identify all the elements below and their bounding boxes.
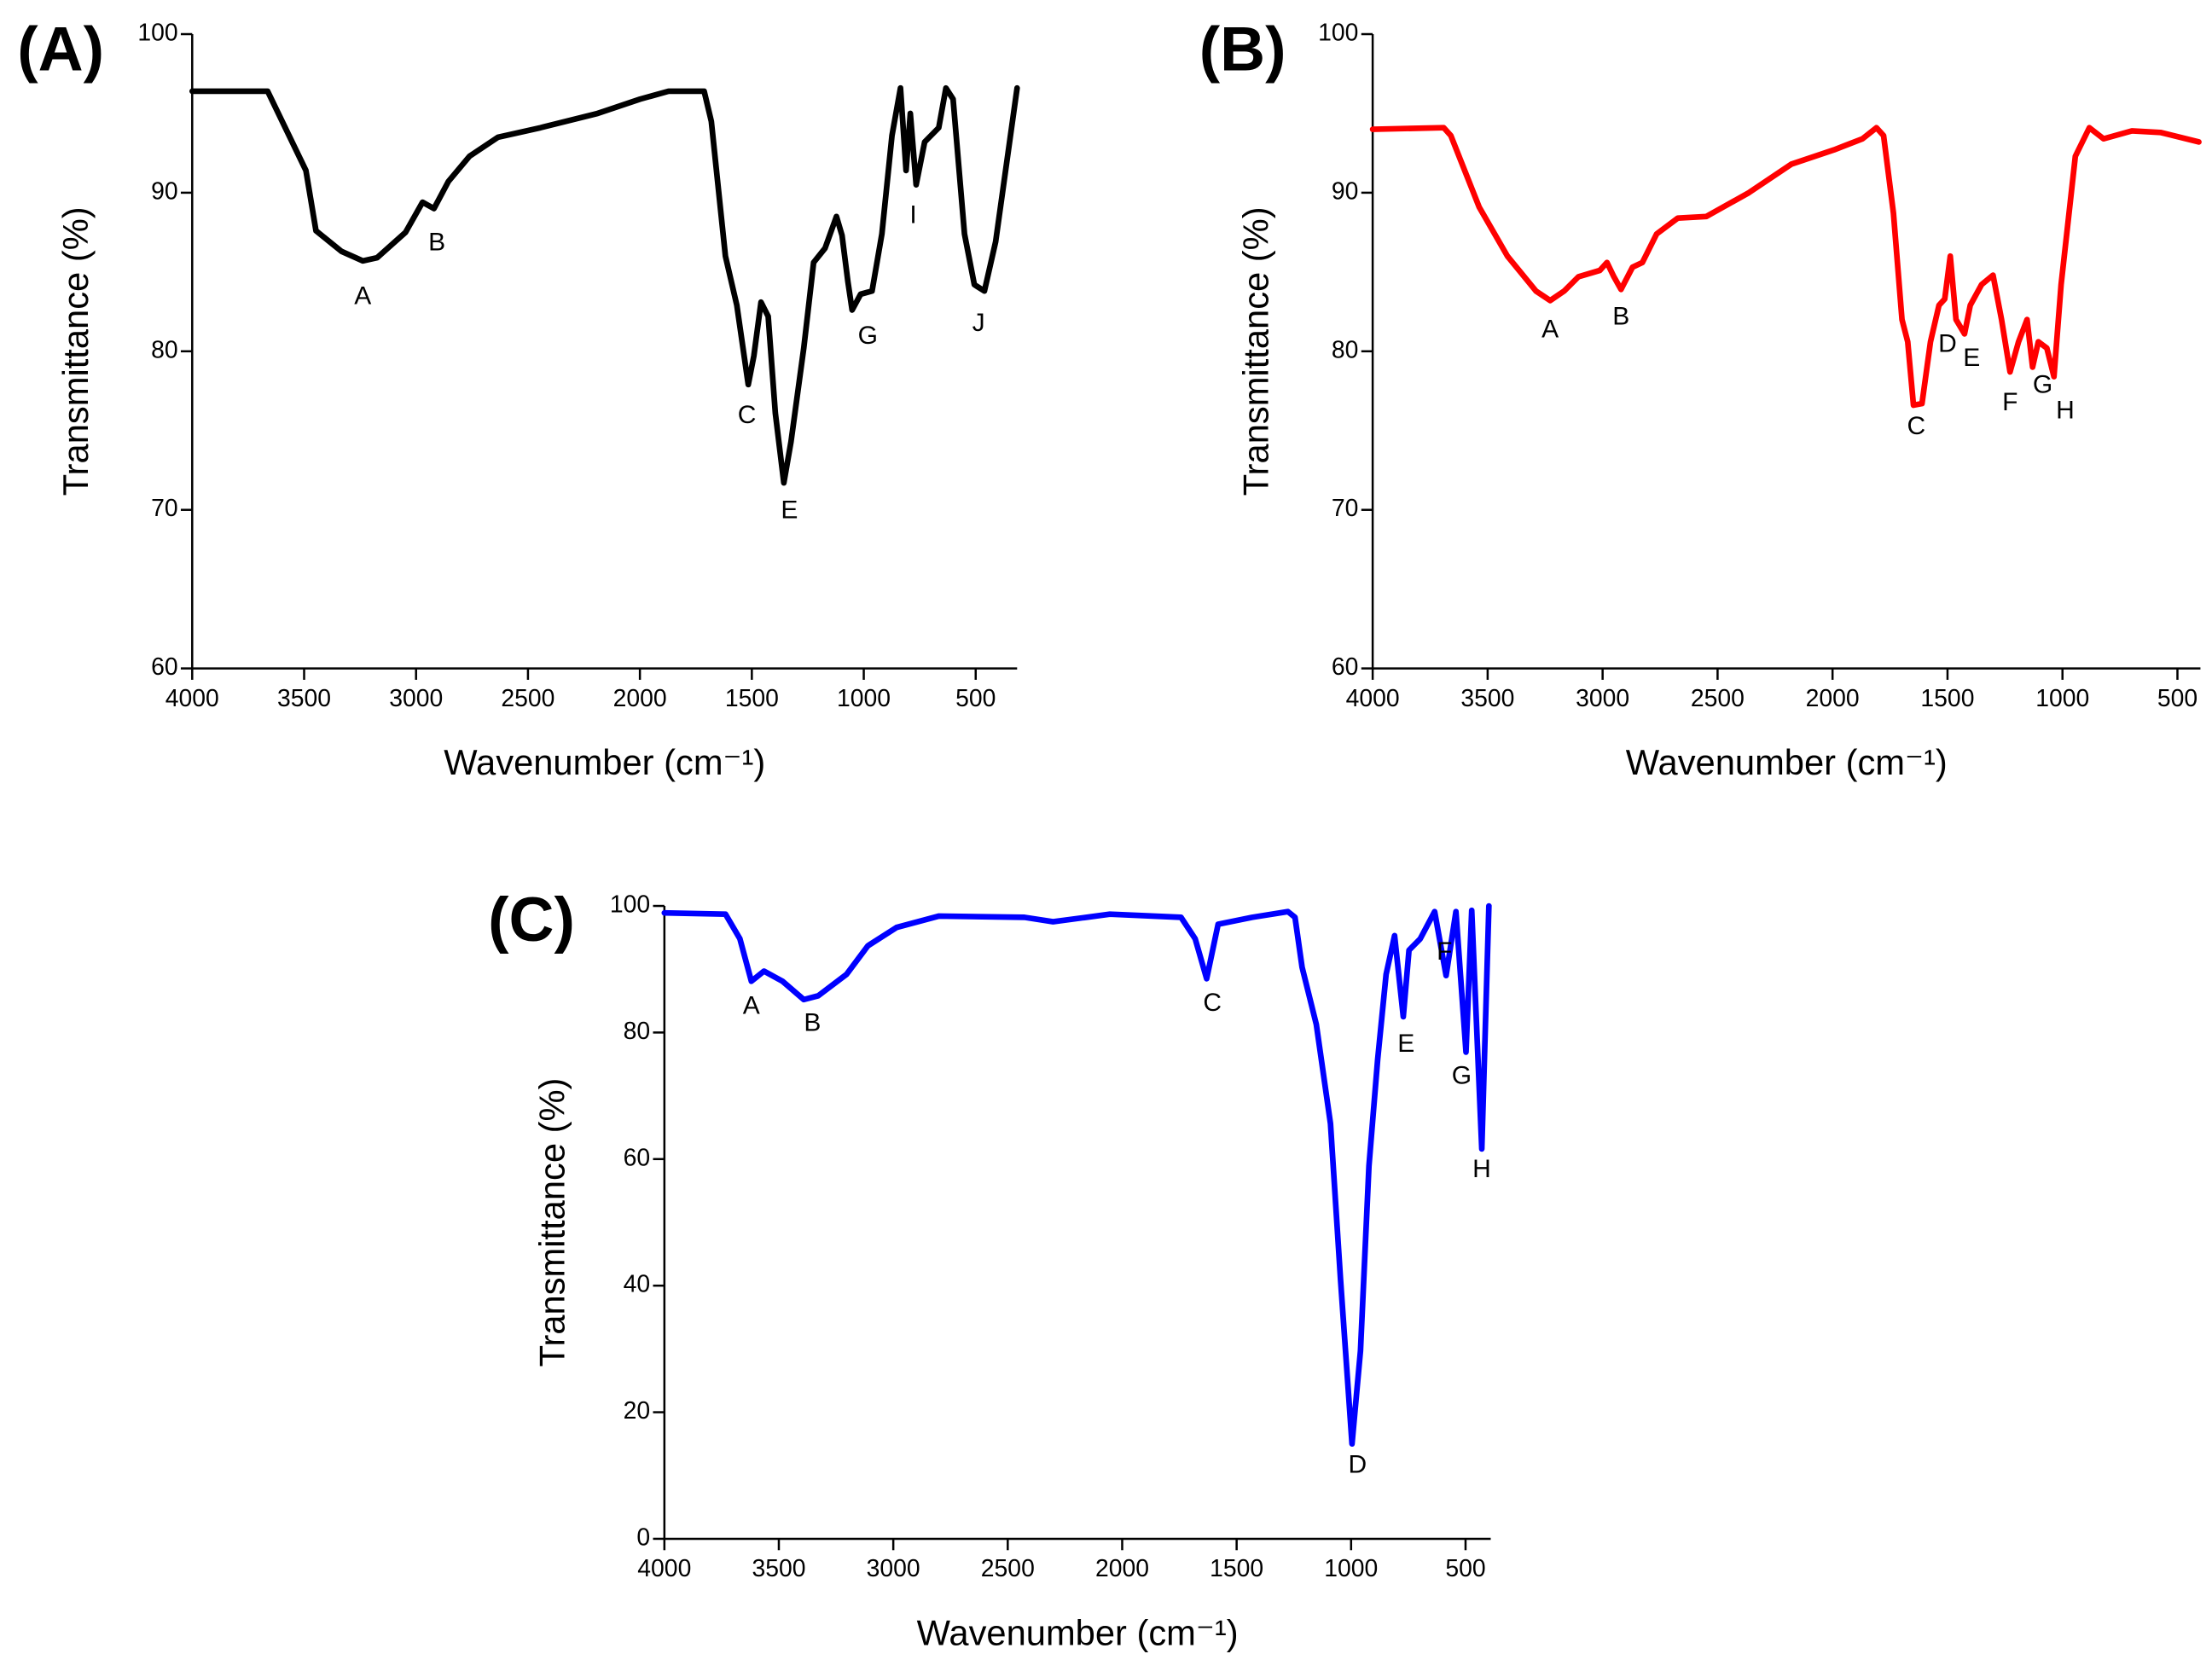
peak-label: B [804,1009,821,1037]
x-tick-label: 3500 [752,1555,805,1582]
y-tick-label: 80 [151,336,178,363]
y-tick-label: 40 [624,1271,651,1298]
y-tick-label: 70 [1332,495,1359,522]
y-tick-label: 90 [151,177,178,205]
peak-label: F [1437,937,1452,966]
peak-label: I [909,201,916,229]
x-tick-label: 2000 [1095,1555,1149,1582]
peak-label: A [743,992,760,1020]
y-tick-label: 100 [1318,19,1358,46]
x-axis-label: Wavenumber (cm⁻¹) [444,742,765,782]
y-tick-label: 20 [624,1397,651,1425]
x-tick-label: 3000 [389,685,443,712]
x-tick-label: 500 [955,685,996,712]
x-tick-label: 500 [2157,685,2197,712]
y-tick-label: 60 [151,653,178,681]
y-axis-label: Transmittance (%) [531,1078,572,1367]
peak-label: F [2002,388,2018,416]
y-tick-label: 100 [137,19,177,46]
peak-label: J [972,309,985,337]
x-tick-label: 2000 [613,685,667,712]
x-tick-label: 3000 [1576,685,1629,712]
peak-label: E [1963,344,1980,372]
y-tick-label: 90 [1332,177,1359,205]
y-axis-label: Transmittance (%) [1236,206,1276,496]
x-tick-label: 3000 [867,1555,920,1582]
peak-label: D [1938,329,1957,357]
x-tick-label: 4000 [165,685,219,712]
peak-label: E [1397,1030,1414,1058]
x-tick-label: 2500 [981,1555,1035,1582]
x-tick-label: 2500 [1691,685,1745,712]
x-tick-label: 3500 [277,685,331,712]
x-tick-label: 1000 [2035,685,2089,712]
peak-label: A [354,282,371,310]
x-tick-label: 4000 [1346,685,1400,712]
x-tick-label: 500 [1445,1555,1485,1582]
panel-label: (C) [488,885,575,955]
x-tick-label: 2000 [1806,685,1860,712]
y-axis-label: Transmittance (%) [55,206,96,496]
peak-label: H [1472,1155,1491,1183]
y-tick-label: 100 [610,891,650,919]
x-axis-label: Wavenumber (cm⁻¹) [917,1612,1239,1652]
x-tick-label: 1000 [837,685,891,712]
spectrum-line [189,84,1020,486]
spectrum-line [1369,125,2202,409]
peak-label: A [1541,316,1559,344]
x-axis-label: Wavenumber (cm⁻¹) [1626,742,1948,782]
x-tick-label: 1500 [1920,685,1974,712]
x-tick-label: 1000 [1324,1555,1378,1582]
peak-label: D [1348,1451,1367,1479]
peak-label: B [1612,303,1629,331]
peak-label: C [1907,412,1925,440]
panel-label: (B) [1199,15,1286,84]
peak-label: G [2033,371,2052,399]
peak-label: E [781,496,798,524]
y-tick-label: 70 [151,495,178,522]
y-tick-label: 60 [624,1144,651,1171]
peak-label: G [1452,1061,1472,1089]
peak-label: B [428,228,445,256]
x-tick-label: 1500 [725,685,779,712]
x-tick-label: 4000 [637,1555,691,1582]
x-tick-label: 2500 [501,685,554,712]
y-tick-label: 80 [1332,336,1359,363]
panel-label: (A) [17,15,104,84]
peak-label: C [1203,989,1222,1017]
y-tick-label: 60 [1332,653,1359,681]
y-tick-label: 0 [636,1523,650,1551]
y-tick-label: 80 [624,1018,651,1045]
x-tick-label: 3500 [1460,685,1514,712]
peak-label: C [738,401,757,429]
peak-label: H [2056,396,2075,424]
peak-label: G [858,322,878,350]
x-tick-label: 1500 [1210,1555,1263,1582]
spectrum-line [661,902,1492,1447]
